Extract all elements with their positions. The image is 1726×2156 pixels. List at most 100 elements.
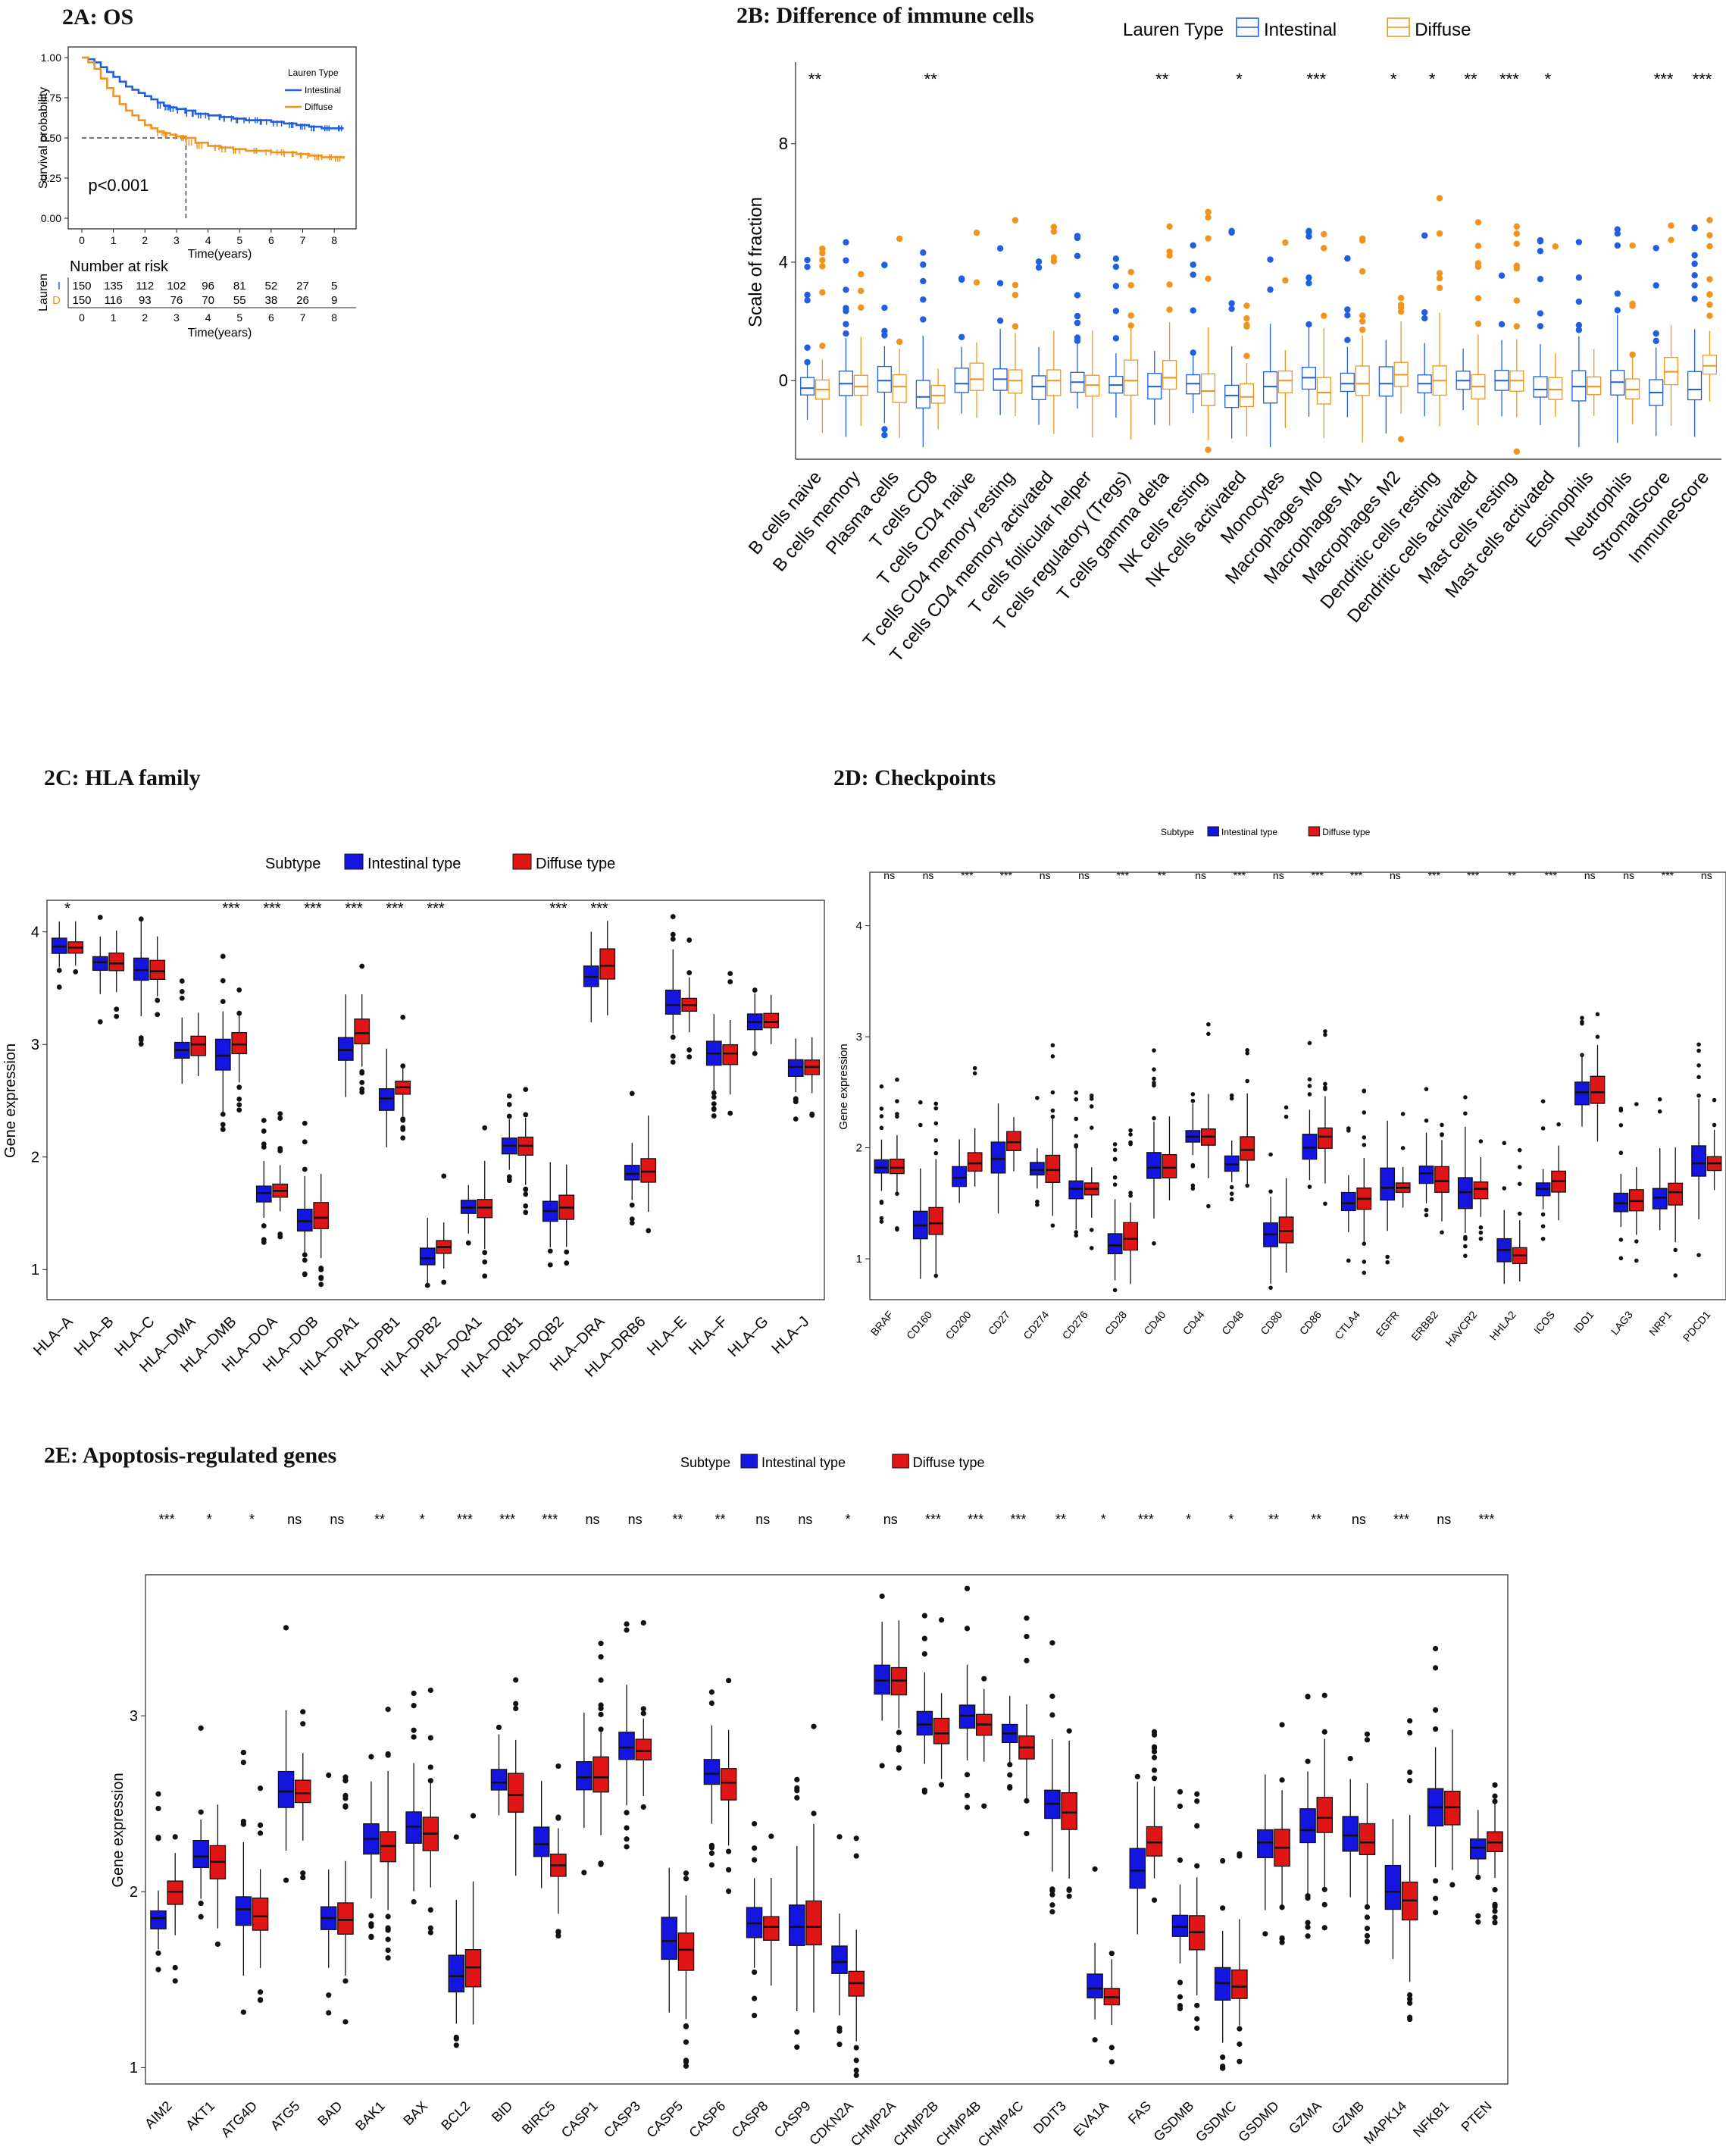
risk-value: 135 bbox=[104, 280, 123, 293]
outlier bbox=[1492, 1782, 1498, 1788]
risk-row-label: I bbox=[58, 280, 61, 293]
sig-cd28: *** bbox=[1117, 869, 1130, 881]
outlier bbox=[1151, 1745, 1158, 1751]
outlier bbox=[1712, 1097, 1717, 1103]
sig-nfkb1: ns bbox=[1437, 1512, 1451, 1527]
outlier bbox=[1463, 1253, 1468, 1258]
sig-t-cells-gamma-delta: ** bbox=[1155, 70, 1169, 89]
outlier bbox=[368, 1923, 374, 1929]
outlier bbox=[1279, 1777, 1285, 1783]
outlier bbox=[441, 1173, 447, 1179]
outlier bbox=[794, 2044, 800, 2050]
outlier bbox=[427, 1929, 433, 1935]
y-tick-label: 1 bbox=[31, 1262, 39, 1278]
box-cdkn2a-a bbox=[831, 1945, 848, 1974]
outlier bbox=[1049, 1902, 1055, 1908]
outlier bbox=[752, 1969, 758, 1976]
box-hla-dob-a bbox=[296, 1208, 313, 1232]
risk-value: 150 bbox=[72, 294, 91, 307]
risk-value: 38 bbox=[265, 294, 278, 307]
outlier bbox=[342, 1804, 349, 1810]
outlier bbox=[819, 343, 826, 349]
legend-title: Subtype bbox=[680, 1455, 730, 1470]
outlier bbox=[1478, 1139, 1484, 1144]
outlier bbox=[933, 1106, 939, 1111]
outlier bbox=[1492, 1887, 1498, 1893]
outlier bbox=[1128, 1141, 1133, 1147]
x-label-bad: BAD bbox=[314, 2098, 345, 2129]
box-hla-dpa1-b bbox=[354, 1019, 371, 1045]
outlier bbox=[506, 1093, 512, 1099]
outlier bbox=[683, 2063, 689, 2069]
outlier bbox=[523, 1087, 529, 1093]
outlier bbox=[302, 1166, 308, 1172]
x-label-egfr: EGFR bbox=[1373, 1309, 1401, 1339]
x-label-hla-f: HLA–F bbox=[686, 1313, 731, 1359]
x-label-ddit3: DDIT3 bbox=[1030, 2098, 1069, 2137]
y-axis-label: Scale of fraction bbox=[746, 197, 766, 327]
outlier bbox=[1128, 1132, 1133, 1137]
outlier bbox=[1513, 240, 1521, 247]
x-label-casp3: CASP3 bbox=[601, 2098, 643, 2141]
outlier bbox=[385, 1707, 391, 1713]
outlier bbox=[629, 1202, 635, 1208]
outlier bbox=[1475, 1919, 1481, 1925]
outlier bbox=[523, 1209, 529, 1216]
outlier bbox=[1440, 1230, 1444, 1234]
outlier bbox=[1279, 1722, 1285, 1728]
outlier bbox=[1307, 1077, 1312, 1082]
box-bcl2-a bbox=[448, 1954, 465, 1993]
outlier bbox=[1284, 1114, 1289, 1119]
outlier bbox=[326, 2010, 332, 2016]
outlier bbox=[972, 1071, 977, 1076]
outlier bbox=[1463, 1095, 1468, 1100]
outlier bbox=[1279, 1904, 1285, 1910]
outlier bbox=[277, 1111, 283, 1117]
outlier bbox=[1696, 1253, 1701, 1257]
outlier bbox=[843, 330, 849, 337]
outlier bbox=[1268, 1285, 1273, 1291]
outlier bbox=[236, 1084, 242, 1091]
outlier bbox=[1653, 337, 1659, 345]
outlier bbox=[1323, 1201, 1327, 1206]
outlier bbox=[920, 316, 927, 323]
outlier bbox=[1696, 1075, 1701, 1080]
outlier bbox=[318, 1266, 324, 1272]
risk-value: 26 bbox=[296, 294, 309, 307]
outlier bbox=[1321, 1901, 1327, 1907]
box-cd160-b bbox=[928, 1206, 944, 1235]
outlier bbox=[933, 1138, 939, 1143]
box-havcr2-b bbox=[1473, 1181, 1489, 1200]
outlier bbox=[1050, 1054, 1055, 1059]
outlier bbox=[1066, 1887, 1072, 1893]
outlier bbox=[1024, 1798, 1030, 1804]
risk-y-label: Lauren bbox=[37, 274, 50, 311]
outlier bbox=[711, 1101, 717, 1107]
sig-havcr2: *** bbox=[1467, 869, 1480, 881]
box-hla-dmb-b bbox=[231, 1031, 248, 1055]
outlier bbox=[1321, 1729, 1327, 1735]
y-tick-label: 4 bbox=[856, 920, 862, 933]
outlier bbox=[708, 1850, 715, 1856]
outlier bbox=[302, 1252, 308, 1258]
x-label-gsdmc: GSDMC bbox=[1193, 2098, 1240, 2145]
outlier bbox=[400, 1135, 406, 1141]
y-tick-label: 2 bbox=[130, 1884, 138, 1901]
box-erbb2-a bbox=[1418, 1166, 1434, 1184]
box-mast-cells-activated-b bbox=[1548, 377, 1563, 400]
outlier bbox=[853, 2067, 859, 2073]
legend-label: Diffuse bbox=[305, 102, 333, 112]
outlier bbox=[1206, 1031, 1211, 1037]
outlier bbox=[1673, 1273, 1678, 1278]
risk-row-label: D bbox=[52, 294, 61, 307]
x-label-braf: BRAF bbox=[868, 1309, 896, 1338]
y-tick-label: 0.50 bbox=[41, 132, 61, 144]
x-label-cd86: CD86 bbox=[1297, 1308, 1324, 1337]
outlier bbox=[300, 1875, 306, 1881]
box-casp1-b bbox=[593, 1756, 609, 1793]
outlier bbox=[1407, 1718, 1413, 1724]
outlier bbox=[640, 1706, 646, 1712]
outlier bbox=[1151, 1897, 1158, 1903]
outlier bbox=[1035, 258, 1043, 265]
sig-gsdmc: * bbox=[1228, 1512, 1234, 1527]
